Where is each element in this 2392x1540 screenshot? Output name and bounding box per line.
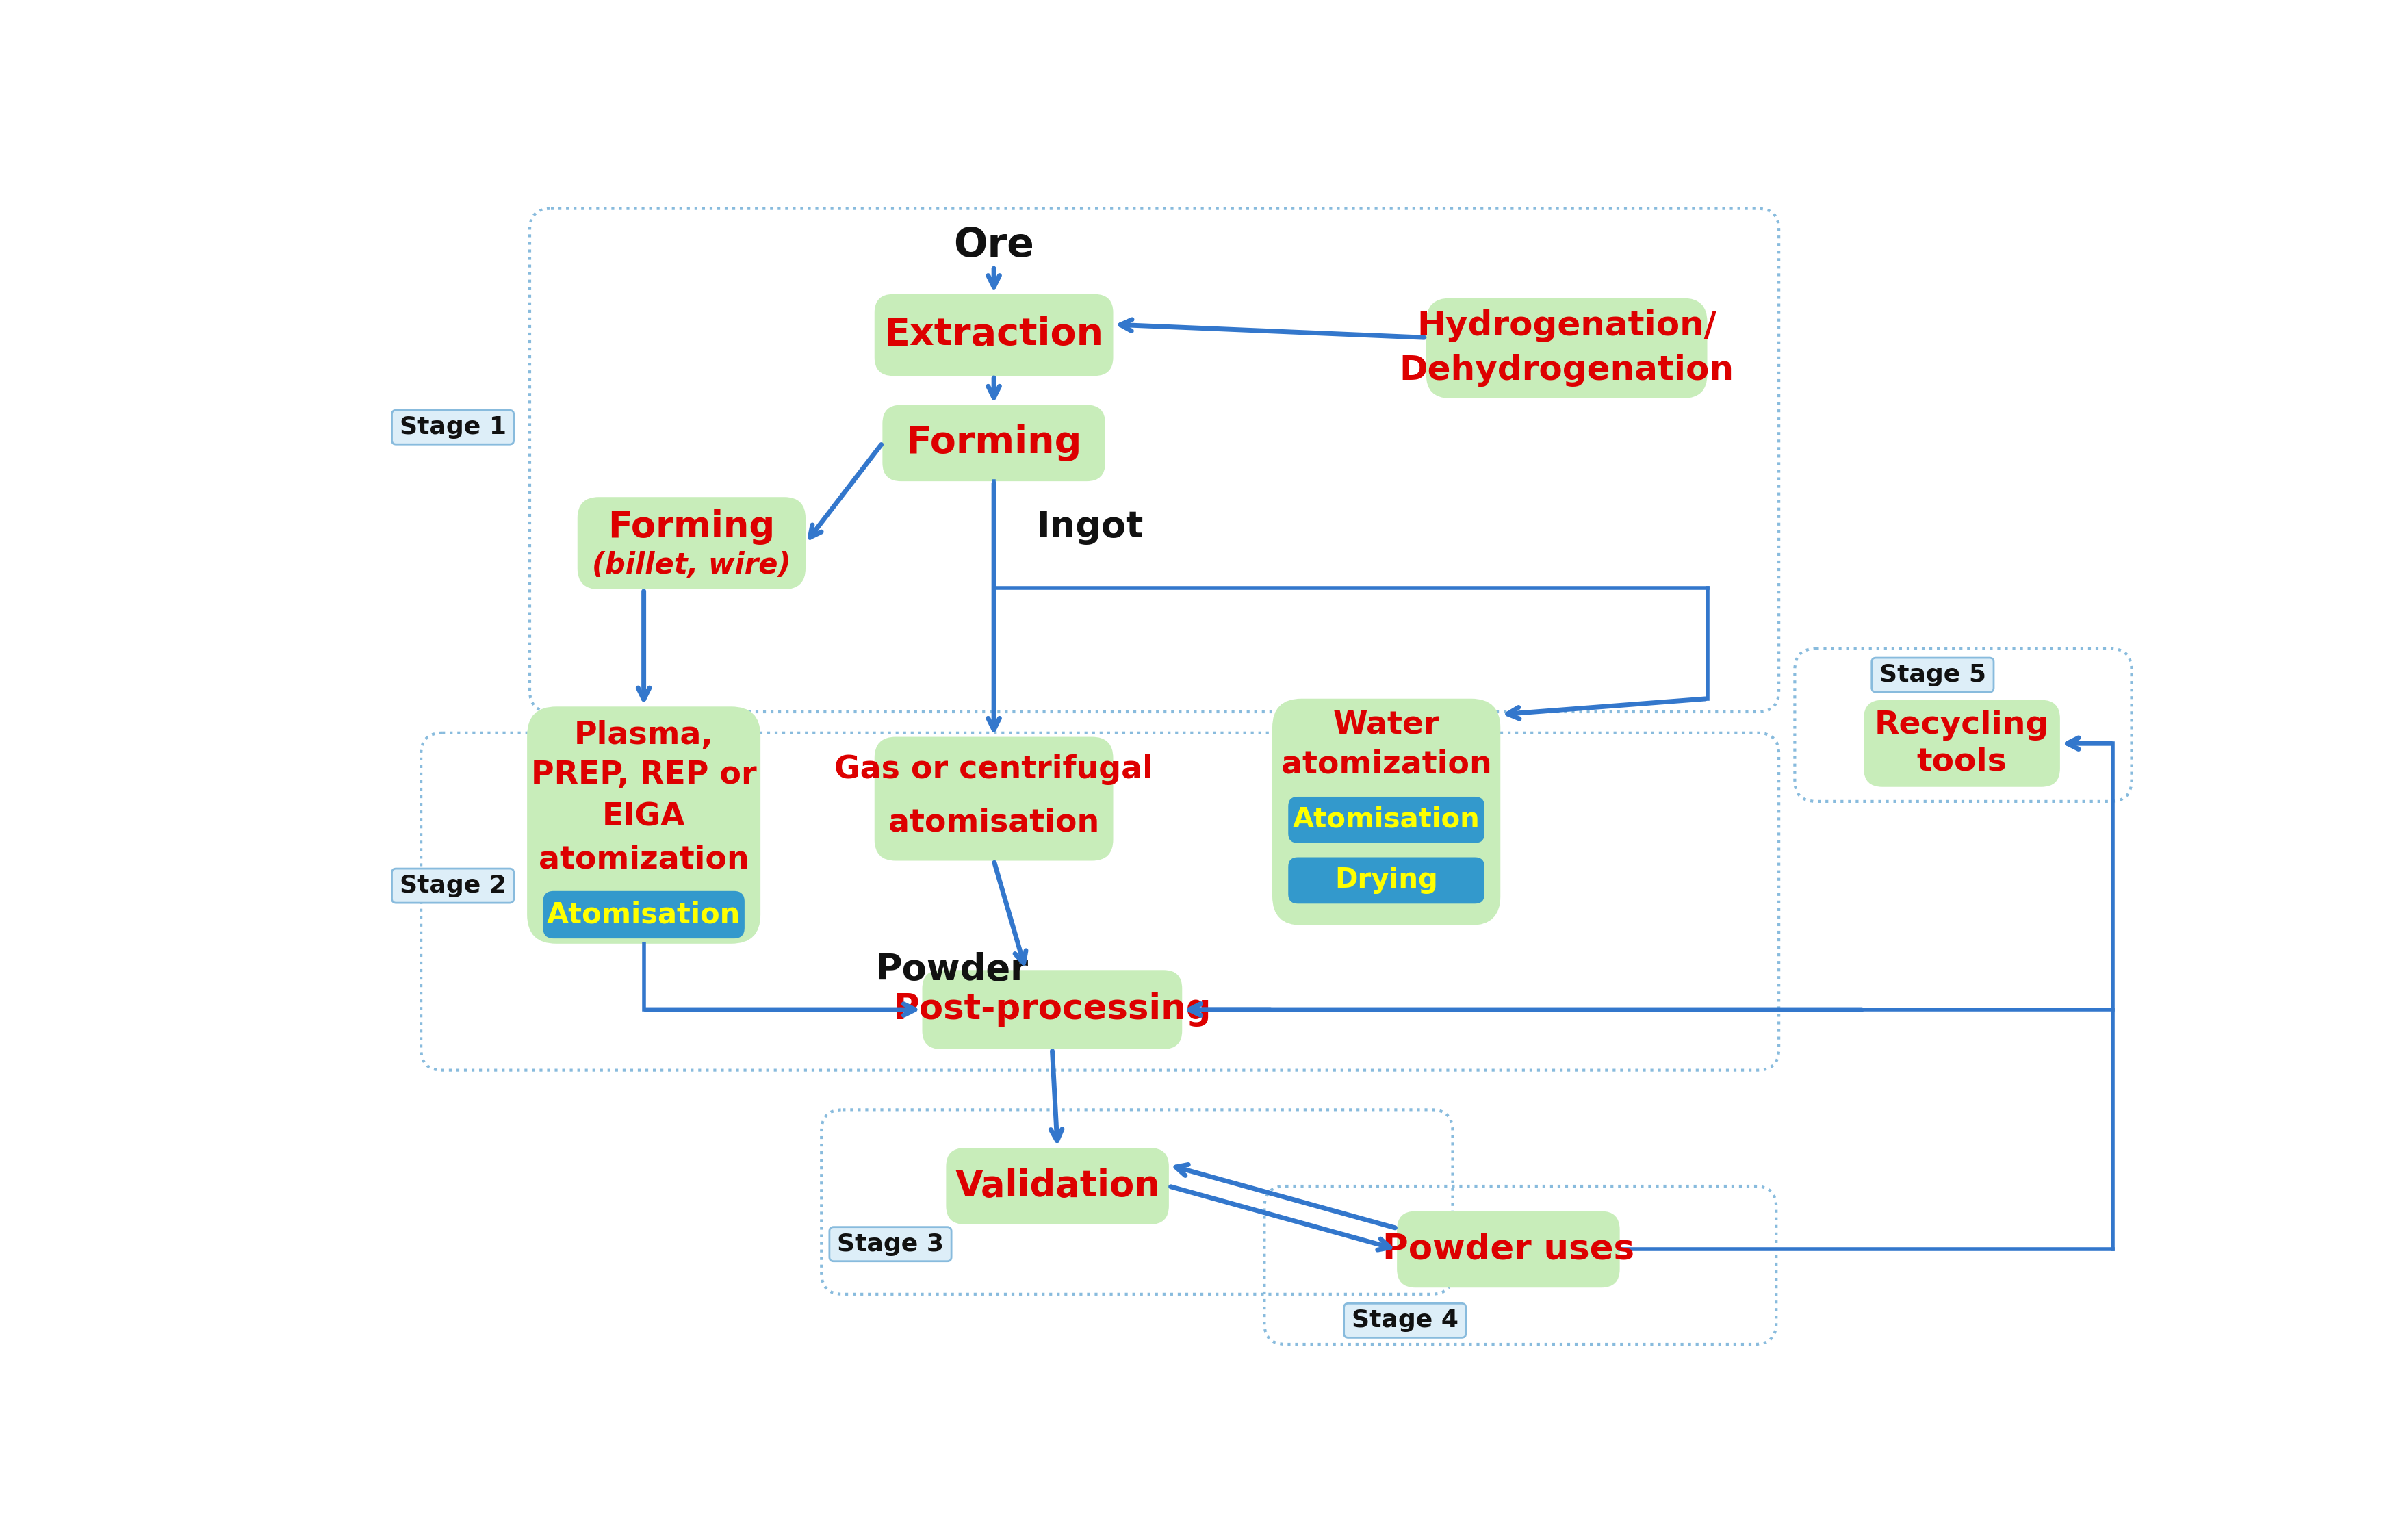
FancyBboxPatch shape bbox=[1426, 299, 1708, 399]
Text: Water: Water bbox=[1332, 710, 1440, 741]
FancyBboxPatch shape bbox=[875, 736, 1112, 861]
Text: Atomisation: Atomisation bbox=[548, 901, 742, 929]
FancyBboxPatch shape bbox=[1289, 858, 1485, 904]
Text: Stage 5: Stage 5 bbox=[1880, 664, 1985, 687]
FancyBboxPatch shape bbox=[875, 294, 1112, 376]
FancyBboxPatch shape bbox=[392, 869, 514, 902]
FancyBboxPatch shape bbox=[392, 410, 514, 445]
FancyBboxPatch shape bbox=[1289, 796, 1485, 842]
FancyBboxPatch shape bbox=[1397, 1210, 1619, 1287]
Text: Stage 3: Stage 3 bbox=[837, 1232, 945, 1255]
Text: Forming: Forming bbox=[608, 510, 775, 545]
Text: tools: tools bbox=[1916, 747, 2007, 778]
FancyBboxPatch shape bbox=[830, 1227, 952, 1261]
Text: Dehydrogenation: Dehydrogenation bbox=[1399, 354, 1734, 387]
Text: atomization: atomization bbox=[1282, 748, 1493, 779]
FancyBboxPatch shape bbox=[1344, 1303, 1466, 1338]
Text: Ore: Ore bbox=[954, 226, 1033, 265]
Text: atomization: atomization bbox=[538, 844, 749, 875]
FancyBboxPatch shape bbox=[526, 707, 761, 944]
FancyBboxPatch shape bbox=[1273, 699, 1500, 926]
Text: Recycling: Recycling bbox=[1875, 710, 2050, 741]
Text: Plasma,: Plasma, bbox=[574, 721, 713, 752]
Text: Powder: Powder bbox=[875, 952, 1029, 987]
Text: Post-processing: Post-processing bbox=[892, 992, 1210, 1027]
Text: Extraction: Extraction bbox=[885, 317, 1103, 354]
Text: Gas or centrifugal: Gas or centrifugal bbox=[835, 755, 1153, 785]
Text: atomisation: atomisation bbox=[887, 807, 1100, 838]
Text: Stage 4: Stage 4 bbox=[1351, 1309, 1459, 1332]
Text: Stage 1: Stage 1 bbox=[399, 416, 507, 439]
Text: Validation: Validation bbox=[954, 1169, 1160, 1204]
FancyBboxPatch shape bbox=[576, 497, 806, 590]
Text: Forming: Forming bbox=[907, 425, 1081, 462]
Text: Atomisation: Atomisation bbox=[1292, 805, 1481, 833]
FancyBboxPatch shape bbox=[947, 1147, 1170, 1224]
Text: Powder uses: Powder uses bbox=[1383, 1232, 1634, 1266]
Text: PREP, REP or: PREP, REP or bbox=[531, 759, 756, 790]
Text: Stage 2: Stage 2 bbox=[399, 875, 507, 898]
Text: Hydrogenation/: Hydrogenation/ bbox=[1416, 310, 1717, 342]
Text: EIGA: EIGA bbox=[603, 802, 687, 833]
FancyBboxPatch shape bbox=[883, 405, 1105, 480]
Text: Drying: Drying bbox=[1335, 867, 1438, 895]
FancyBboxPatch shape bbox=[543, 892, 744, 938]
Text: Ingot: Ingot bbox=[1036, 510, 1143, 545]
Text: (billet, wire): (billet, wire) bbox=[593, 551, 792, 579]
FancyBboxPatch shape bbox=[923, 970, 1182, 1049]
FancyBboxPatch shape bbox=[1863, 701, 2060, 787]
FancyBboxPatch shape bbox=[1871, 658, 1993, 691]
